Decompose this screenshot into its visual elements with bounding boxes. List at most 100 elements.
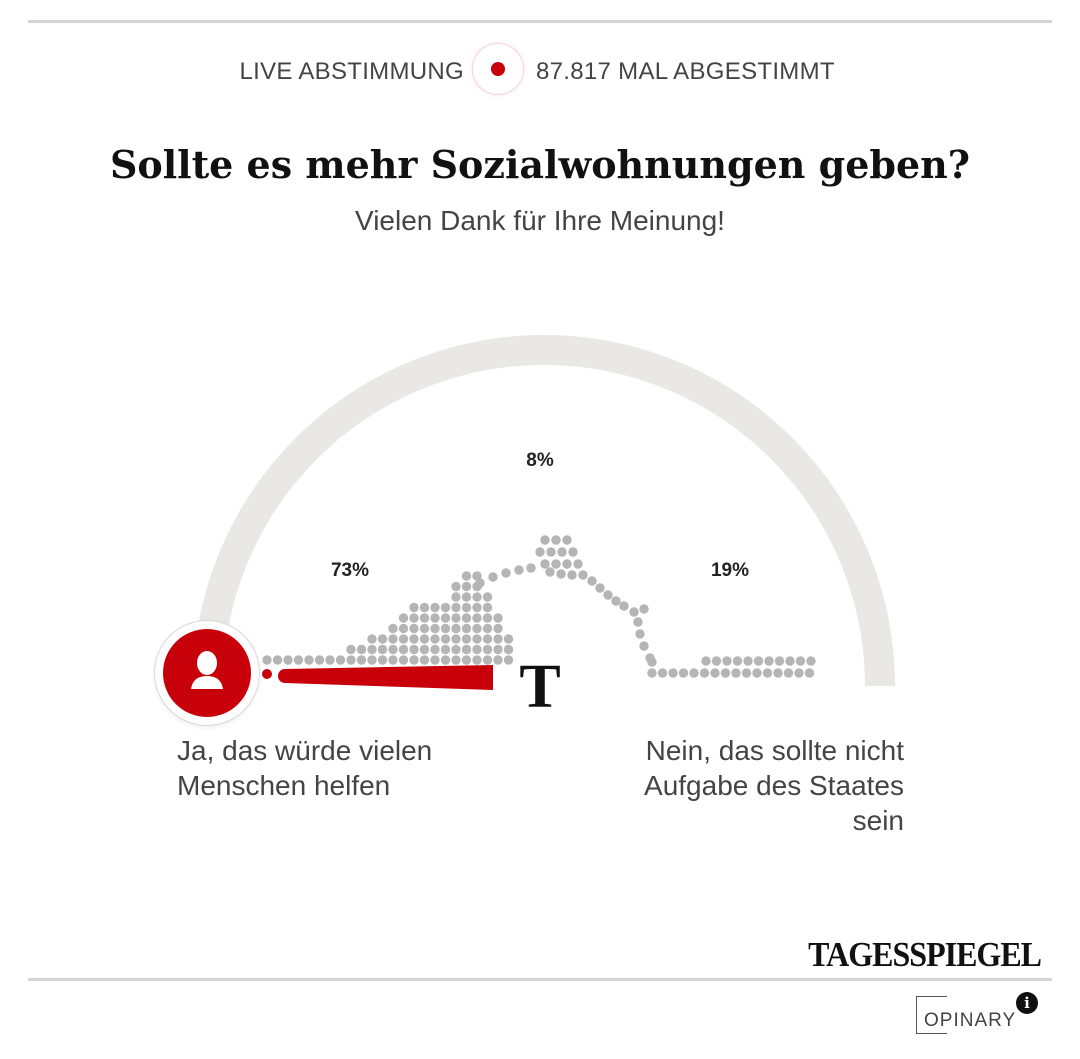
distribution-dot	[451, 592, 461, 602]
distribution-dot	[619, 601, 629, 611]
distribution-dot	[409, 644, 419, 655]
distribution-dot	[430, 644, 440, 655]
distribution-dot	[451, 655, 461, 665]
distribution-dot	[419, 634, 430, 644]
distribution-dot	[440, 655, 451, 665]
distribution-dot	[482, 613, 493, 623]
distribution-dot	[472, 644, 482, 655]
distribution-dot	[556, 569, 566, 579]
distribution-dot	[388, 634, 398, 644]
distribution-dot	[540, 559, 550, 569]
distribution-dot	[562, 535, 572, 545]
distribution-dot	[419, 655, 430, 665]
distribution-dot	[503, 634, 514, 644]
distribution-dot	[346, 655, 356, 665]
distribution-dot	[472, 623, 482, 634]
distribution-dot	[325, 655, 335, 665]
distribution-dot	[461, 634, 472, 644]
distribution-dot	[461, 644, 472, 655]
answer-option-right[interactable]: Nein, das sollte nicht Aufgabe des Staat…	[644, 735, 904, 836]
provider-name: OPINARY	[924, 1010, 1017, 1031]
distribution-dot	[451, 634, 461, 644]
distribution-dot	[461, 623, 472, 634]
distribution-dot	[451, 644, 461, 655]
distribution-dot	[388, 623, 398, 634]
info-icon[interactable]: i	[1016, 992, 1038, 1014]
distribution-dot	[741, 668, 752, 678]
distribution-dot	[461, 655, 472, 665]
distribution-dot	[587, 576, 597, 586]
distribution-dot	[409, 655, 419, 665]
bottom-divider	[28, 978, 1052, 981]
distribution-dot	[398, 634, 409, 644]
distribution-dot	[551, 535, 561, 545]
distribution-dot	[482, 592, 493, 602]
distribution-dot	[398, 623, 409, 634]
distribution-dot	[475, 578, 485, 588]
result-percent-left: 73%	[331, 560, 369, 581]
distribution-dot	[440, 602, 451, 613]
vote-count: 87.817 MAL ABGESTIMMT	[536, 58, 835, 85]
distribution-dot	[567, 570, 577, 580]
distribution-dot	[419, 602, 430, 613]
distribution-dot	[482, 644, 493, 655]
distribution-dot	[493, 644, 503, 655]
distribution-dot	[731, 668, 741, 678]
distribution-dot	[461, 581, 472, 592]
distribution-dot	[346, 644, 356, 655]
distribution-dot	[493, 613, 503, 623]
distribution-dot	[440, 613, 451, 623]
distribution-dot	[461, 602, 472, 613]
distribution-dot	[388, 655, 398, 665]
provider-logo[interactable]: OPINARY i	[916, 992, 1038, 1034]
distribution-dot	[710, 668, 720, 678]
distribution-dot	[794, 668, 804, 678]
distribution-dot	[595, 583, 605, 593]
distribution-dot	[482, 634, 493, 644]
distribution-dot	[335, 655, 346, 665]
provider-logo-frame	[916, 996, 947, 1034]
distribution-dot	[488, 572, 498, 582]
opinion-meter[interactable]: T 73% 8% 19%	[0, 300, 1080, 740]
distribution-dot	[668, 668, 678, 678]
distribution-dot	[635, 629, 645, 639]
distribution-dot	[377, 655, 388, 665]
distribution-dot	[732, 656, 743, 666]
distribution-dot	[482, 655, 493, 665]
distribution-dot	[430, 623, 440, 634]
distribution-dot	[503, 644, 514, 655]
distribution-dot	[304, 655, 314, 665]
distribution-dot	[722, 656, 732, 666]
distribution-dot	[639, 641, 649, 651]
distribution-dot	[419, 623, 430, 634]
answer-option-left[interactable]: Ja, das würde vielen Menschen helfen	[177, 735, 433, 801]
distribution-dot	[720, 668, 731, 678]
meter-arc	[193, 335, 895, 687]
distribution-dot	[461, 592, 472, 602]
distribution-dot	[356, 655, 367, 665]
distribution-dot	[711, 656, 722, 666]
user-position-bar	[278, 665, 493, 690]
distribution-dot	[409, 634, 419, 644]
distribution-dot	[678, 668, 689, 678]
distribution-dot	[430, 655, 440, 665]
distribution-dot	[804, 668, 815, 678]
distribution-dot	[699, 668, 710, 678]
distribution-dot	[752, 668, 762, 678]
distribution-dot	[562, 559, 572, 569]
distribution-dot	[701, 656, 711, 666]
distribution-dot	[603, 590, 613, 600]
poll-question: Sollte es mehr Sozialwohnungen geben?	[109, 142, 971, 187]
distribution-dot	[657, 668, 668, 678]
result-percent-middle: 8%	[526, 450, 554, 471]
distribution-dot	[283, 655, 293, 665]
distribution-dot	[461, 571, 472, 581]
distribution-dot	[546, 547, 556, 557]
distribution-dot	[472, 592, 482, 602]
distribution-dots	[262, 535, 816, 678]
top-divider	[28, 20, 1052, 23]
user-avatar-button[interactable]	[155, 621, 259, 725]
distribution-dot	[367, 634, 377, 644]
distribution-dot	[430, 602, 440, 613]
user-avatar-icon	[163, 629, 251, 717]
